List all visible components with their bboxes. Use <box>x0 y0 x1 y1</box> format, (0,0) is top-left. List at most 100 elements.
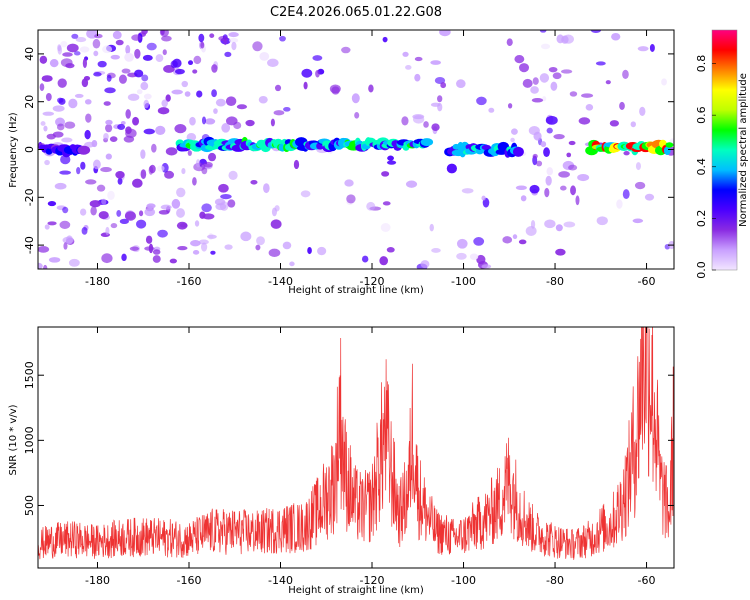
spectrogram-ridge-cell <box>420 138 434 147</box>
spectrogram-y-tick-label: 40 <box>23 47 36 61</box>
spectrogram-speckle <box>520 195 527 202</box>
spectrogram-speckle <box>502 236 513 244</box>
spectrogram-speckle <box>456 238 468 249</box>
spectrogram-speckle <box>157 229 168 238</box>
spectrogram-speckle <box>644 193 655 201</box>
spectrogram-speckle <box>41 75 53 82</box>
spectrogram-speckle <box>555 248 566 256</box>
snr-y-tick-label: 1000 <box>23 426 36 454</box>
spectrogram-speckle <box>267 58 279 67</box>
spectrogram-speckle <box>187 150 192 156</box>
spectrogram-speckle <box>228 32 239 38</box>
spectrogram-speckle <box>506 38 513 47</box>
spectrogram-speckle <box>164 170 175 179</box>
spectrogram-speckle <box>209 33 215 38</box>
spectrogram-speckle <box>127 93 140 101</box>
spectrogram-speckle <box>473 237 485 246</box>
spectrogram-speckle <box>155 125 166 136</box>
spectrogram-speckle <box>539 73 550 83</box>
spectrogram-speckle <box>117 123 126 131</box>
spectrogram-speckle <box>274 205 280 212</box>
spectrogram-speckle <box>115 39 124 46</box>
spectrogram-speckle <box>481 264 492 269</box>
spectrogram-speckle <box>259 51 270 61</box>
spectrogram-speckle <box>93 72 102 77</box>
spectrogram-speckle <box>456 252 467 260</box>
spectrogram-speckle <box>590 30 602 34</box>
spectrogram-speckle <box>62 206 69 214</box>
spectrogram-speckle <box>165 94 171 102</box>
spectrogram-speckle <box>179 223 188 228</box>
colorbar-tick-label: 0.2 <box>695 210 708 228</box>
spectrogram-speckle <box>170 60 178 69</box>
spectrogram-speckle <box>529 184 540 194</box>
spectrogram-speckle <box>57 44 62 52</box>
spectrogram-speckle <box>106 74 112 82</box>
spectrogram-speckle <box>635 162 641 171</box>
spectrogram-speckle <box>545 115 558 125</box>
spectrogram-speckle <box>431 123 440 131</box>
spectrogram-speckle <box>101 198 107 205</box>
spectrogram-speckle <box>386 247 395 253</box>
spectrogram-speckle <box>546 167 554 176</box>
spectrogram-speckle <box>346 194 356 204</box>
spectrogram-speckle <box>569 91 578 97</box>
spectrogram-speckle <box>312 55 323 61</box>
spectrogram-speckle <box>437 95 443 103</box>
spectrogram-speckle <box>518 239 527 245</box>
spectrogram-speckle <box>227 199 236 208</box>
spectrogram-speckle <box>622 189 630 200</box>
spectrogram-speckle <box>48 257 61 263</box>
spectrogram-speckle <box>283 106 291 112</box>
snr-x-tick-label: -140 <box>268 574 293 587</box>
spectrogram-speckle <box>639 106 646 116</box>
spectrogram-speckle <box>555 224 563 232</box>
spectrogram-speckle <box>544 219 556 229</box>
spectrogram-speckle <box>192 177 197 186</box>
spectrogram-speckle <box>430 102 441 107</box>
spectrogram-speckle <box>171 198 181 209</box>
spectrogram-speckle <box>148 243 154 254</box>
spectrogram-speckle <box>40 121 46 126</box>
spectrogram-speckle <box>57 78 67 88</box>
spectrogram-speckle <box>637 46 649 52</box>
spectrogram-speckle <box>218 183 229 193</box>
spectrogram-speckle <box>552 72 562 80</box>
spectrogram-speckle <box>98 211 109 220</box>
snr-y-tick-label: 500 <box>23 495 36 516</box>
spectrogram-speckle <box>300 190 311 198</box>
spectrogram-speckle <box>231 41 237 51</box>
spectrogram-speckle <box>560 185 567 191</box>
spectrogram-speckle <box>89 200 101 208</box>
spectrogram-speckle <box>511 128 518 135</box>
spectrogram-speckle <box>161 99 168 108</box>
spectrogram-speckle <box>190 240 201 247</box>
spectrogram-speckle <box>100 167 112 173</box>
spectrogram-speckle <box>550 81 558 91</box>
spectrogram-speckle <box>382 201 391 206</box>
spectrogram-speckle <box>162 49 167 56</box>
spectrogram-speckle <box>176 187 186 198</box>
spectrogram-y-tick-label: 20 <box>23 95 36 109</box>
spectrogram-speckle <box>268 248 281 258</box>
spectrogram-speckle <box>38 262 43 269</box>
spectrogram-speckle <box>315 70 320 78</box>
spectrogram-speckle <box>553 133 565 140</box>
spectrogram-speckle <box>132 116 140 126</box>
spectrogram-speckle <box>145 235 153 244</box>
spectrogram-speckle <box>616 199 623 209</box>
spectrogram-speckle <box>192 250 200 255</box>
spectrogram-speckle <box>146 42 157 51</box>
spectrogram-speckle <box>85 179 97 185</box>
spectrogram-speckle <box>140 169 147 180</box>
spectrogram-speckle <box>45 92 52 102</box>
spectrogram-speckle <box>476 254 486 265</box>
spectrogram-speckle <box>634 181 646 190</box>
spectrogram-speckle <box>522 78 533 88</box>
spectrogram-speckle <box>303 81 308 90</box>
spectrogram-speckle <box>381 171 390 177</box>
snr-panel: -180 -160 -140 -120 -100 -80 -60 500 1000 1500 He… <box>8 326 675 596</box>
spectrogram-speckle <box>62 52 73 57</box>
spectrogram-speckle <box>171 89 183 95</box>
spectrogram-speckle <box>263 183 270 194</box>
